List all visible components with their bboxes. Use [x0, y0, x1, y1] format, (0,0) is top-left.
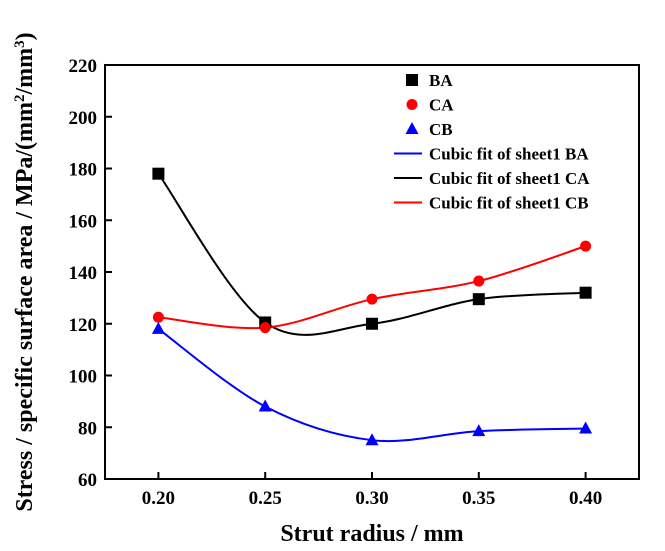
y-tick-label: 60	[78, 470, 97, 491]
y-axis-title-sup2: 3	[12, 40, 28, 48]
y-tick-label: 100	[69, 367, 98, 388]
data-point-ba	[579, 286, 592, 299]
data-point-ca	[580, 240, 592, 252]
legend-marker-ba	[406, 74, 418, 86]
y-tick-label: 180	[69, 160, 98, 181]
data-point-ca	[473, 275, 485, 287]
legend-label: Cubic fit of sheet1 CB	[429, 194, 589, 213]
data-point-ca	[259, 322, 271, 334]
x-tick-label: 0.30	[355, 488, 388, 509]
data-point-ca	[366, 293, 378, 305]
plot-frame	[104, 64, 640, 480]
y-tick-label: 80	[78, 418, 97, 439]
y-tick-label: 220	[69, 56, 98, 77]
data-point-cb	[472, 424, 486, 437]
data-point-cb	[151, 321, 165, 334]
x-axis-title: Strut radius / mm	[280, 521, 463, 547]
data-point-ba	[472, 293, 485, 306]
data-markers	[151, 167, 593, 446]
x-tick-label: 0.25	[249, 488, 282, 509]
data-point-ba	[152, 167, 165, 180]
fit-curves	[157, 173, 586, 443]
y-tick-label: 120	[69, 315, 98, 336]
data-point-ba	[366, 317, 378, 330]
legend-marker-cb	[405, 122, 419, 134]
data-point-cb	[365, 433, 379, 446]
y-axis: 60 80 100 120 140 160 180 200 220	[69, 56, 112, 491]
y-axis-title: Stress / specific surface area / MPa/(mm…	[12, 32, 38, 511]
fit-curve	[157, 328, 586, 443]
fit-curve	[158, 245, 586, 330]
data-point-cb	[258, 399, 272, 412]
x-tick-label: 0.20	[142, 488, 175, 509]
y-axis-title-sup1: 2	[12, 94, 28, 102]
y-tick-label: 140	[69, 263, 98, 284]
data-point-ca	[152, 311, 164, 323]
x-axis: 0.20 0.25 0.30 0.35 0.40	[142, 472, 602, 509]
legend-label: CB	[429, 120, 453, 139]
x-tick-label: 0.40	[569, 488, 602, 509]
legend: BA CA CB Cubic fit of sheet1 BA Cubic fit of…	[394, 71, 590, 213]
y-tick-label: 200	[69, 108, 98, 129]
x-tick-label: 0.35	[462, 488, 495, 509]
y-tick-label: 160	[69, 211, 98, 232]
legend-label: CA	[429, 96, 454, 115]
legend-label: BA	[429, 71, 453, 90]
legend-label: Cubic fit of sheet1 CA	[429, 169, 590, 188]
legend-label: Cubic fit of sheet1 BA	[429, 145, 589, 164]
legend-marker-ca	[406, 99, 418, 110]
data-point-cb	[579, 421, 593, 434]
